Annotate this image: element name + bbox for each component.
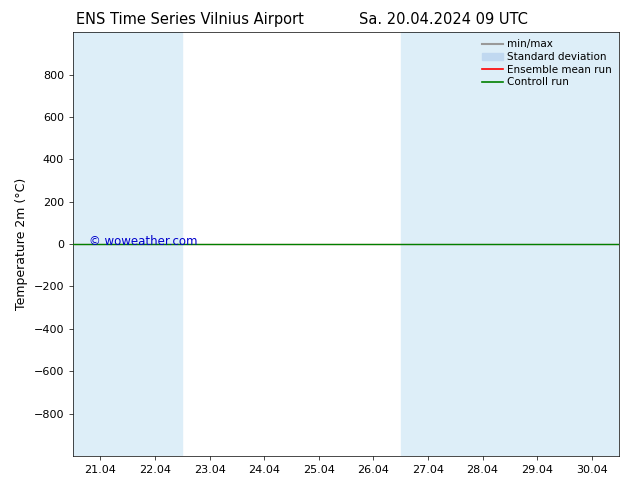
Bar	[401, 32, 510, 456]
Bar	[510, 32, 619, 456]
Legend: min/max, Standard deviation, Ensemble mean run, Controll run: min/max, Standard deviation, Ensemble me…	[478, 35, 616, 92]
Text: © woweather.com: © woweather.com	[89, 235, 198, 248]
Text: Sa. 20.04.2024 09 UTC: Sa. 20.04.2024 09 UTC	[359, 12, 528, 27]
Text: ENS Time Series Vilnius Airport: ENS Time Series Vilnius Airport	[76, 12, 304, 27]
Y-axis label: Temperature 2m (°C): Temperature 2m (°C)	[15, 178, 28, 310]
Bar	[73, 32, 182, 456]
